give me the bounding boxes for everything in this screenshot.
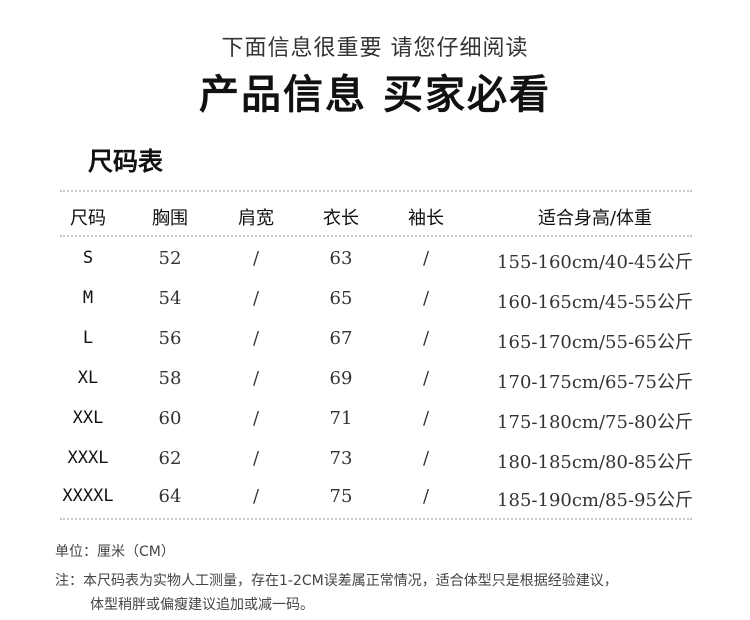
cell-fit: 160-165cm/45-55公斤 — [497, 292, 693, 313]
cell-fit: 170-175cm/65-75公斤 — [497, 372, 693, 393]
cell-sleeve: / — [422, 248, 430, 269]
cell-length: 67 — [329, 328, 353, 349]
cell-length: 71 — [329, 408, 353, 429]
cell-chest: 52 — [158, 248, 182, 269]
page-title: 产品信息 买家必看 — [199, 71, 551, 118]
cell-shoulder: / — [252, 448, 260, 469]
cell-sleeve: / — [422, 328, 430, 349]
cell-sleeve: / — [422, 408, 430, 429]
cell-fit: 165-170cm/55-65公斤 — [497, 332, 693, 353]
cell-fit: 180-185cm/80-85公斤 — [497, 452, 693, 473]
cell-chest: 62 — [158, 448, 182, 469]
header-fit: 适合身高/体重 — [537, 208, 653, 229]
divider — [60, 190, 692, 192]
cell-length: 69 — [329, 368, 353, 389]
cell-length: 65 — [329, 288, 353, 309]
cell-length: 73 — [329, 448, 353, 469]
divider — [60, 518, 692, 520]
cell-length: 63 — [329, 248, 353, 269]
cell-size: XXL — [72, 408, 104, 428]
cell-size: XXXL — [67, 448, 109, 468]
cell-chest: 64 — [158, 486, 182, 507]
subtitle: 下面信息很重要 请您仔细阅读 — [221, 36, 529, 61]
cell-chest: 56 — [158, 328, 182, 349]
cell-fit: 155-160cm/40-45公斤 — [497, 252, 693, 273]
cell-sleeve: / — [422, 368, 430, 389]
cell-shoulder: / — [252, 368, 260, 389]
cell-sleeve: / — [422, 288, 430, 309]
divider — [60, 235, 692, 237]
note-line: 注：本尺码表为实物人工测量，存在1-2CM误差属正常情况，适合体型只是根据经验建… — [55, 573, 618, 589]
cell-fit: 175-180cm/75-80公斤 — [497, 412, 693, 433]
section-title: 尺码表 — [88, 147, 164, 176]
header-length: 衣长 — [323, 208, 359, 229]
note-line: 体型稍胖或偏瘦建议追加或减一码。 — [90, 597, 314, 613]
cell-size: S — [82, 248, 94, 268]
cell-size: M — [82, 288, 94, 308]
cell-chest: 54 — [158, 288, 182, 309]
header-chest: 胸围 — [152, 208, 188, 229]
header-size: 尺码 — [70, 208, 106, 229]
cell-size: XXXXL — [62, 486, 114, 506]
cell-shoulder: / — [252, 248, 260, 269]
cell-chest: 60 — [158, 408, 182, 429]
header-sleeve: 袖长 — [408, 208, 444, 229]
unit-note: 单位：厘米（CM） — [55, 544, 175, 560]
cell-sleeve: / — [422, 486, 430, 507]
cell-shoulder: / — [252, 328, 260, 349]
cell-size: L — [82, 328, 94, 348]
header-shoulder: 肩宽 — [238, 208, 274, 229]
cell-chest: 58 — [158, 368, 182, 389]
cell-fit: 185-190cm/85-95公斤 — [497, 490, 693, 511]
cell-shoulder: / — [252, 408, 260, 429]
cell-shoulder: / — [252, 486, 260, 507]
cell-length: 75 — [329, 486, 353, 507]
cell-size: XL — [77, 368, 99, 388]
cell-shoulder: / — [252, 288, 260, 309]
cell-sleeve: / — [422, 448, 430, 469]
